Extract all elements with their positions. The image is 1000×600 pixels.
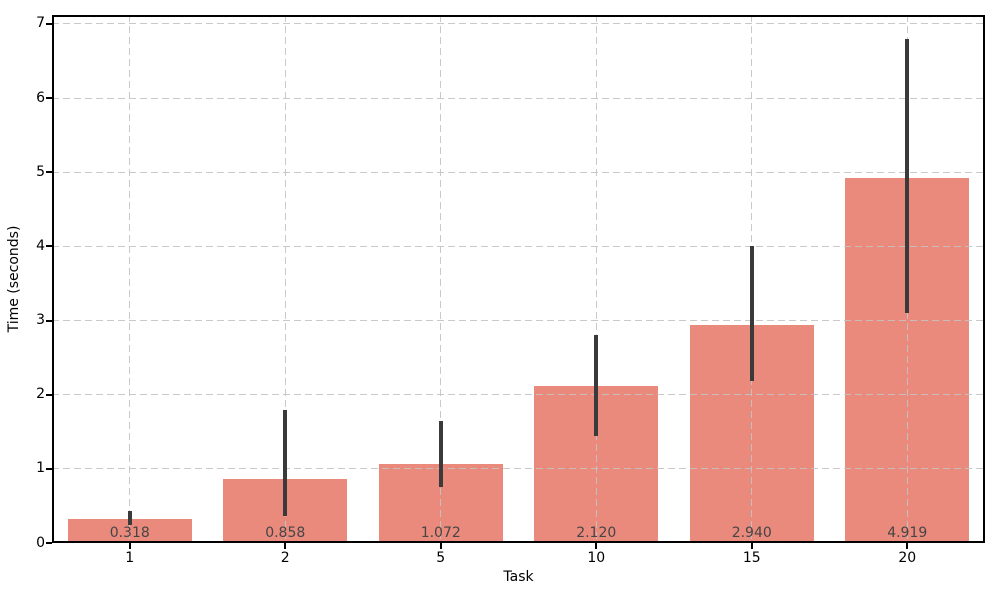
y-tick-label: 0 bbox=[36, 534, 45, 551]
gridline-horizontal bbox=[52, 468, 985, 470]
y-tick-mark bbox=[46, 393, 52, 396]
x-tick-mark bbox=[439, 543, 442, 549]
bar-value-label: 2.120 bbox=[576, 525, 617, 541]
gridline-vertical bbox=[595, 15, 597, 543]
y-tick-label: 3 bbox=[36, 312, 45, 329]
y-tick-label: 4 bbox=[36, 237, 45, 254]
y-tick-label: 5 bbox=[36, 163, 45, 180]
error-bar bbox=[283, 410, 288, 517]
y-tick-mark bbox=[46, 542, 52, 544]
y-tick-label: 1 bbox=[36, 460, 45, 477]
y-tick-mark bbox=[46, 245, 52, 248]
y-tick-mark bbox=[46, 22, 52, 25]
gridline-horizontal bbox=[52, 320, 985, 322]
x-tick-label: 20 bbox=[898, 550, 917, 566]
error-bar bbox=[594, 335, 599, 437]
y-tick-mark bbox=[46, 97, 52, 100]
gridline-vertical bbox=[440, 15, 442, 543]
y-tick-mark bbox=[46, 171, 52, 174]
error-bars-layer bbox=[52, 15, 985, 543]
error-bar bbox=[438, 420, 443, 487]
bar-value-label: 1.072 bbox=[420, 525, 461, 541]
value-labels-layer: 0.318 0.858 1.072 2.120 2.940 4.919 bbox=[52, 15, 985, 543]
x-tick-label: 2 bbox=[280, 550, 290, 566]
x-tick-label: 10 bbox=[587, 550, 606, 566]
bar-value-label: 0.858 bbox=[265, 525, 306, 541]
x-tick-mark bbox=[906, 543, 909, 549]
x-axis-title: Task bbox=[503, 569, 534, 585]
y-tick-mark bbox=[46, 467, 52, 470]
gridline-horizontal bbox=[52, 23, 985, 25]
error-bar bbox=[905, 38, 910, 314]
bar-value-label: 4.919 bbox=[887, 525, 928, 541]
x-tick-label: 5 bbox=[436, 550, 446, 566]
gridline-horizontal bbox=[52, 394, 985, 396]
gridline-horizontal bbox=[52, 171, 985, 173]
x-tick-mark bbox=[595, 543, 598, 549]
y-tick-label: 7 bbox=[36, 15, 45, 32]
x-tick-label: 1 bbox=[125, 550, 135, 566]
x-tick-label: 15 bbox=[742, 550, 761, 566]
plot-area: 0.318 0.858 1.072 2.120 2.940 4.919 bbox=[52, 15, 985, 543]
x-tick-mark bbox=[128, 543, 131, 549]
y-tick-mark bbox=[46, 319, 52, 322]
error-bar bbox=[127, 511, 132, 526]
x-tick-mark bbox=[284, 543, 287, 549]
y-tick-label: 2 bbox=[36, 386, 45, 403]
gridline-horizontal bbox=[52, 245, 985, 247]
gridline-vertical bbox=[284, 15, 286, 543]
y-tick-label: 6 bbox=[36, 89, 45, 106]
bar-value-label: 0.318 bbox=[109, 525, 150, 541]
gridline-vertical bbox=[129, 15, 131, 543]
bar-value-label: 2.940 bbox=[731, 525, 772, 541]
error-bar bbox=[749, 246, 754, 382]
gridline-horizontal bbox=[52, 97, 985, 99]
x-tick-mark bbox=[750, 543, 753, 549]
